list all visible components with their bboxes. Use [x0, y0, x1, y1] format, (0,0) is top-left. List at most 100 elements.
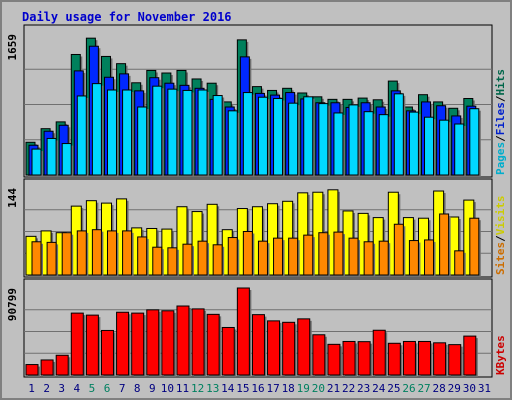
kbytes-bar [463, 335, 477, 376]
x-tick-label: 27 [417, 382, 430, 395]
x-tick-label: 25 [387, 382, 400, 395]
pages-bar [61, 143, 72, 176]
kbytes-bar [221, 326, 235, 376]
legend-files: Files [494, 102, 507, 135]
y-max-label-1: 1659 [6, 34, 19, 61]
x-tick-label: 19 [297, 382, 310, 395]
x-tick-label: 31 [478, 382, 491, 395]
sites-bar [31, 241, 42, 276]
pages-bar [439, 119, 450, 176]
kbytes-bar [297, 318, 311, 376]
sites-bar [76, 230, 87, 276]
x-tick-label: 29 [448, 382, 461, 395]
sites-bar [182, 243, 193, 276]
x-tick-label: 30 [463, 382, 476, 395]
pages-bar [137, 106, 148, 176]
sites-bar [212, 244, 223, 276]
legend-separator: / [494, 235, 507, 242]
pages-bar [167, 88, 178, 176]
sites-bar [318, 232, 329, 276]
pages-bar [393, 93, 404, 176]
kbytes-bar [40, 359, 54, 376]
legend-1: Pages/Files/Hits [494, 69, 507, 175]
x-tick-label: 17 [266, 382, 279, 395]
visits-bar [176, 206, 188, 276]
kbytes-bar [55, 354, 69, 376]
x-tick-label: 28 [433, 382, 446, 395]
legend-visits: Visits [494, 196, 507, 236]
legend-pages: Pages [494, 142, 507, 175]
sites-bar [122, 230, 133, 276]
sites-bar [348, 237, 359, 276]
pages-bar [363, 111, 374, 176]
pages-bar [273, 98, 284, 176]
sites-bar [439, 213, 450, 276]
sites-bar [257, 240, 268, 276]
kbytes-bar [100, 329, 114, 376]
kbytes-bar [312, 334, 326, 376]
kbytes-bar [161, 310, 175, 376]
sites-bar [46, 241, 57, 276]
sites-bar [167, 247, 178, 276]
kbytes-bar [191, 308, 205, 376]
pages-bar [212, 95, 223, 176]
x-tick-label: 26 [402, 382, 415, 395]
kbytes-bar [387, 342, 401, 376]
sites-bar [288, 237, 299, 276]
pages-bar [303, 96, 314, 176]
legend-separator: / [494, 135, 507, 142]
x-tick-label: 8 [134, 382, 141, 395]
legend-2: Sites/Visits [494, 196, 507, 276]
x-tick-label: 18 [282, 382, 295, 395]
kbytes-bar [146, 309, 160, 376]
x-tick-label: 10 [161, 382, 174, 395]
kbytes-bar [327, 343, 341, 376]
legend-hits: Hits [494, 69, 507, 96]
sites-bar [363, 241, 374, 276]
kbytes-bar [267, 320, 281, 376]
y-max-label-3: 90799 [6, 288, 19, 321]
x-tick-label: 23 [357, 382, 370, 395]
x-tick-label: 21 [327, 382, 340, 395]
legend-3: KBytes [494, 335, 507, 375]
x-tick-label: 11 [176, 382, 189, 395]
sites-bar [137, 236, 148, 276]
pages-bar [182, 89, 193, 176]
kbytes-bar [433, 342, 447, 376]
x-tick-label: 16 [251, 382, 264, 395]
kbytes-bar [342, 340, 356, 376]
sites-bar [454, 250, 465, 276]
sites-bar [333, 231, 344, 276]
sites-bar [424, 239, 435, 276]
kbytes-bar [236, 287, 250, 376]
pages-bar [31, 148, 42, 176]
kbytes-bar [70, 312, 84, 376]
pages-bar [122, 89, 133, 176]
kbytes-bar [402, 340, 416, 376]
pages-bar [378, 114, 389, 176]
x-tick-label: 1 [28, 382, 35, 395]
x-tick-label: 15 [236, 382, 249, 395]
sites-bar [273, 237, 284, 276]
sites-bar [91, 229, 102, 276]
pages-bar [408, 111, 419, 176]
pages-bar [91, 83, 102, 176]
sites-bar [197, 240, 208, 276]
kbytes-bar [251, 314, 265, 376]
pages-bar [288, 102, 299, 176]
visits-bar [297, 192, 309, 276]
visits-bar [206, 203, 218, 276]
kbytes-bar [448, 344, 462, 376]
pages-bar [227, 110, 238, 176]
pages-bar [333, 112, 344, 176]
kbytes-bar [85, 314, 99, 376]
x-tick-label: 22 [342, 382, 355, 395]
x-tick-label: 13 [206, 382, 219, 395]
x-tick-label: 14 [221, 382, 235, 395]
x-tick-label: 7 [119, 382, 126, 395]
kbytes-bar [25, 364, 39, 376]
kbytes-bar [206, 313, 220, 376]
pages-bar [424, 116, 435, 176]
pages-bar [348, 104, 359, 176]
kbytes-bar [176, 305, 190, 376]
